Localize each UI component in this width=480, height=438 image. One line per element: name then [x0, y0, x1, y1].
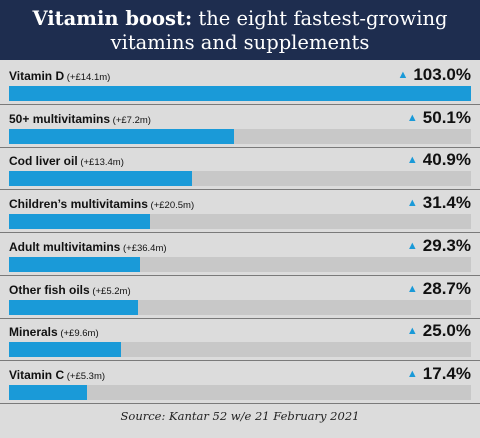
bar [9, 256, 141, 272]
bar [9, 171, 193, 187]
category-label: Minerals (+£9.6m) [9, 325, 99, 339]
value-text: 25.0% [422, 321, 471, 341]
bar [9, 214, 150, 230]
bar-track [9, 214, 471, 230]
row-divider [0, 274, 480, 276]
row-divider [0, 232, 480, 234]
value-label: ▲ 25.0% [407, 321, 471, 341]
sales-change-label: (+£5.3m) [64, 370, 106, 382]
value-text: 31.4% [422, 193, 471, 213]
bar-track [9, 299, 471, 315]
up-arrow-icon: ▲ [406, 367, 418, 380]
up-arrow-icon: ▲ [406, 154, 418, 167]
value-label: ▲ 103.0% [397, 65, 471, 85]
bar [9, 384, 88, 400]
value-text: 103.0% [413, 65, 471, 84]
sales-change-label: (+£9.6m) [57, 328, 99, 340]
sales-change-label: (+£13.4m) [77, 157, 124, 169]
category-name: Other fish oils [9, 282, 90, 297]
up-arrow-icon: ▲ [406, 197, 418, 210]
up-arrow-icon: ▲ [406, 239, 418, 252]
row-divider [0, 104, 480, 105]
category-name: Children’s multivitamins [9, 197, 148, 212]
up-arrow-icon: ▲ [406, 282, 418, 295]
bar [9, 299, 138, 315]
value-label: ▲ 17.4% [407, 364, 471, 384]
bar [9, 86, 471, 101]
category-label: Cod liver oil (+£13.4m) [9, 154, 124, 168]
chart-header: Vitamin boost: the eight fastest-growing… [0, 0, 480, 60]
chart-title-line-1: Vitamin boost: the eight fastest-growing [0, 7, 480, 31]
category-label: Other fish oils (+£5.2m) [9, 283, 131, 297]
category-label: Vitamin D (+£14.1m) [9, 69, 110, 83]
value-text: 17.4% [422, 363, 471, 383]
source-note: Source: Kantar 52 w/e 21 February 2021 [120, 409, 360, 423]
row-divider [0, 360, 480, 362]
bar-track [9, 171, 471, 187]
bar [9, 128, 234, 144]
up-arrow-icon: ▲ [406, 111, 418, 124]
row-divider [0, 146, 480, 148]
category-name: Cod liver oil [9, 154, 78, 169]
category-name: Vitamin D [9, 69, 65, 83]
bar-track [9, 384, 471, 400]
row-divider [0, 402, 480, 404]
value-text: 40.9% [422, 150, 471, 170]
category-label: Adult multivitamins (+£36.4m) [9, 240, 167, 254]
bar-track [9, 86, 471, 101]
sales-change-label: (+£20.5m) [147, 200, 195, 212]
bar-track [9, 342, 471, 358]
row-divider [0, 189, 480, 191]
category-name: Minerals [9, 325, 58, 340]
bar [9, 342, 122, 358]
category-label: Vitamin C (+£5.3m) [9, 368, 105, 382]
sales-change-label: (+£7.2m) [110, 114, 151, 126]
up-arrow-icon: ▲ [397, 69, 409, 81]
category-name: Vitamin C [9, 367, 65, 382]
row-divider [0, 317, 480, 319]
bar-track [9, 128, 471, 144]
value-label: ▲ 40.9% [407, 150, 471, 170]
value-text: 50.1% [422, 107, 471, 127]
value-label: ▲ 31.4% [407, 193, 471, 213]
chart-title-rest: the eight fastest-growing [192, 7, 448, 30]
value-text: 28.7% [422, 278, 471, 298]
up-arrow-icon: ▲ [406, 325, 418, 338]
category-name: Adult multivitamins [9, 239, 121, 254]
bar-track [9, 256, 471, 272]
category-label: 50+ multivitamins (+£7.2m) [9, 112, 151, 126]
value-text: 29.3% [422, 235, 471, 255]
category-name: 50+ multivitamins [9, 111, 111, 126]
sales-change-label: (+£36.4m) [120, 242, 167, 254]
value-label: ▲ 50.1% [407, 108, 471, 128]
category-label: Children’s multivitamins (+£20.5m) [9, 197, 194, 211]
chart-title-line-2: vitamins and supplements [110, 31, 370, 54]
chart-title-bold: Vitamin boost: [32, 7, 193, 30]
sales-change-label: (+£5.2m) [89, 285, 131, 297]
value-label: ▲ 29.3% [407, 236, 471, 256]
sales-change-label: (+£14.1m) [64, 72, 111, 83]
value-label: ▲ 28.7% [407, 279, 471, 299]
